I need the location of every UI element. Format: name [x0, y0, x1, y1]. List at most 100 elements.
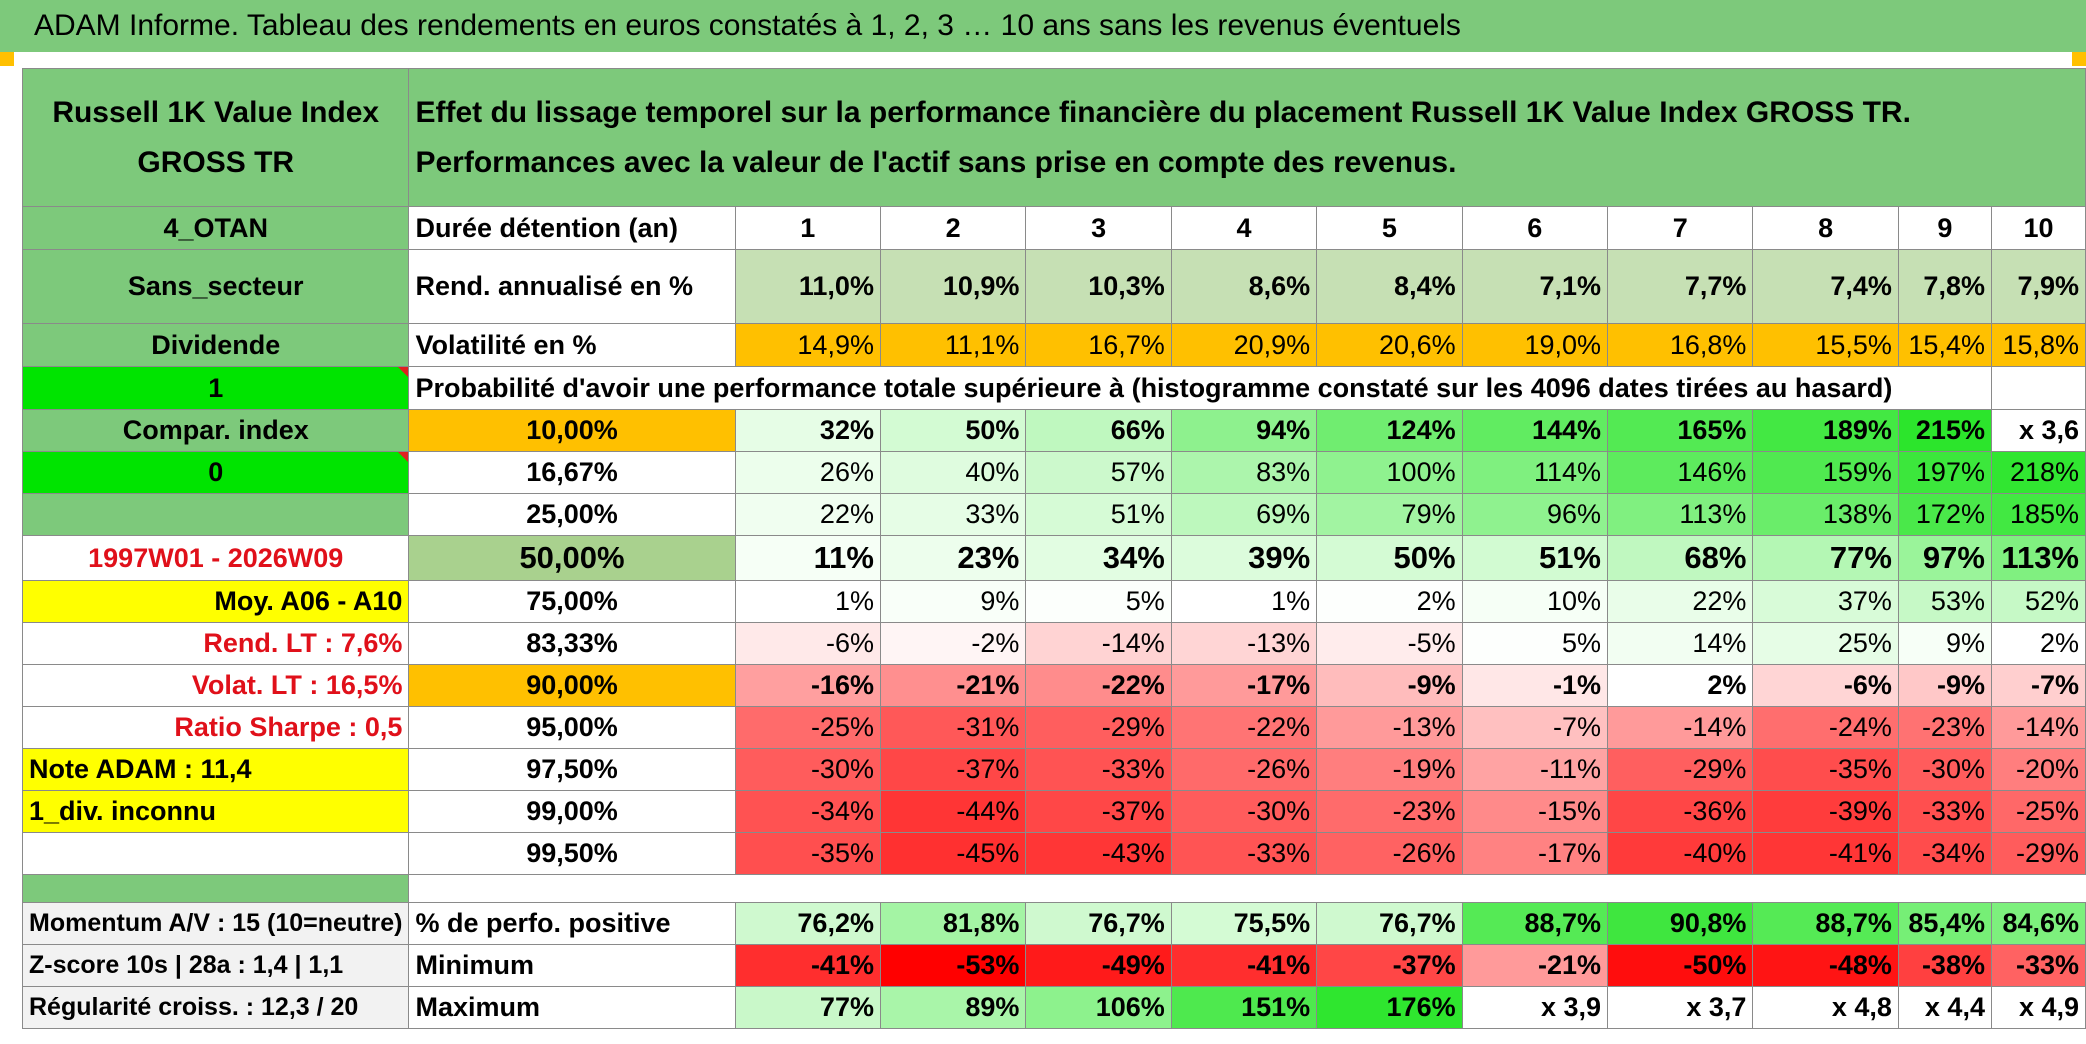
min-value: -48% [1752, 944, 1899, 987]
performance-value: 66% [1025, 409, 1172, 452]
pos-value: 90,8% [1606, 902, 1754, 945]
table-description: Effet du lissage temporel sur la perform… [408, 68, 2086, 207]
empty-cell [21, 493, 410, 536]
performance-value: 218% [1990, 451, 2086, 494]
metric-label: % de perfo. positive [408, 902, 736, 945]
performance-value: -9% [1897, 664, 1992, 707]
performance-table: Russell 1K Value Index GROSS TR Effet du… [21, 68, 2086, 1029]
performance-value: -23% [1316, 790, 1463, 833]
performance-value: 10% [1461, 580, 1609, 623]
performance-value: x 3,6 [1990, 409, 2086, 452]
table-row: 99,50% -35% -45% -43% -33% -26% -17% -40% -41% -3… [21, 832, 2086, 875]
corner-marker-tr [2072, 52, 2086, 66]
performance-value: 100% [1316, 451, 1463, 494]
rend-value: 8,4% [1316, 249, 1463, 324]
performance-value: 215% [1897, 409, 1992, 452]
max-value: x 3,9 [1461, 986, 1609, 1029]
table-row: Momentum A/V : 15 (10=neutre)% de perfo.… [21, 902, 2086, 945]
compar-index-label: Compar. index [21, 409, 410, 452]
performance-value: 57% [1025, 451, 1172, 494]
performance-value: -24% [1752, 706, 1899, 749]
performance-value: -33% [1025, 748, 1172, 791]
performance-value: -23% [1897, 706, 1992, 749]
performance-value: 2% [1990, 622, 2086, 665]
performance-value: -20% [1990, 748, 2086, 791]
report-title: ADAM Informe. Tableau des rendements en … [0, 0, 2086, 52]
performance-value: -26% [1316, 832, 1463, 875]
table-row: 25,00% 22% 33% 51% 69% 79% 96% 113% 138% 172% 185% [21, 493, 2086, 536]
performance-value: -40% [1606, 832, 1754, 875]
max-value: 176% [1316, 986, 1463, 1029]
vol-value: 16,7% [1025, 323, 1172, 367]
min-value: -41% [734, 944, 881, 987]
performance-value: 94% [1170, 409, 1318, 452]
pos-value: 88,7% [1752, 902, 1899, 945]
pos-value: 76,7% [1025, 902, 1172, 945]
rend-value: 7,4% [1752, 249, 1899, 324]
performance-value: 165% [1606, 409, 1754, 452]
performance-value: -45% [879, 832, 1027, 875]
probability-threshold: 99,50% [408, 832, 736, 875]
max-value: x 4,8 [1752, 986, 1899, 1029]
pos-value: 76,7% [1316, 902, 1463, 945]
performance-value: 1% [1170, 580, 1318, 623]
stat-label: Momentum A/V : 15 (10=neutre) [21, 902, 410, 945]
performance-value: -34% [1897, 832, 1992, 875]
performance-value: -37% [879, 748, 1027, 791]
table-row: Volat. LT : 16,5% 90,00% -16% -21% -22% -17% -… [21, 664, 2086, 707]
duration-label: Durée détention (an) [408, 206, 736, 250]
table-row: Régularité croiss. : 12,3 / 20 Maximum 77%… [21, 986, 2086, 1029]
probability-threshold: 99,00% [408, 790, 736, 833]
min-value: -50% [1606, 944, 1754, 987]
min-value: -21% [1461, 944, 1609, 987]
table-row: Compar. index 10,00% 32% 50% 66% 94% 124% 144% 1… [21, 409, 2086, 452]
value-zero: 0 [21, 451, 410, 494]
max-value: 106% [1025, 986, 1172, 1029]
performance-value: 124% [1316, 409, 1463, 452]
performance-value: -7% [1990, 664, 2086, 707]
performance-value: -14% [1025, 622, 1172, 665]
rend-value: 7,8% [1897, 249, 1992, 324]
performance-value: 22% [734, 493, 881, 536]
dividend-label: Dividende [21, 323, 410, 367]
code-label: 4_OTAN [21, 206, 410, 250]
performance-value: -30% [1897, 748, 1992, 791]
empty-cell [1898, 366, 1992, 410]
probability-label: Probabilité d'avoir une performance tota… [408, 366, 1899, 410]
min-value: -49% [1025, 944, 1172, 987]
min-value: -53% [879, 944, 1027, 987]
performance-value: -14% [1990, 706, 2086, 749]
performance-value: -29% [1606, 748, 1754, 791]
performance-value: 146% [1606, 451, 1754, 494]
performance-value: 9% [1897, 622, 1992, 665]
rend-value: 10,9% [879, 249, 1027, 324]
year-header: 7 [1606, 206, 1754, 250]
performance-value: 5% [1025, 580, 1172, 623]
sector-label: Sans_secteur [21, 249, 410, 324]
vol-value: 20,9% [1170, 323, 1318, 367]
performance-value: 39% [1170, 535, 1318, 581]
performance-value: -7% [1461, 706, 1609, 749]
performance-value: 96% [1461, 493, 1609, 536]
year-header: 1 [734, 206, 881, 250]
probability-threshold: 10,00% [408, 409, 736, 452]
rend-value: 7,7% [1606, 249, 1754, 324]
performance-value: 189% [1752, 409, 1899, 452]
performance-value: 113% [1990, 535, 2086, 581]
table-row: 1_div. inconnu 99,00% -34% -44% -37% -30% -23%… [21, 790, 2086, 833]
pos-value: 85,4% [1897, 902, 1992, 945]
min-value: -41% [1170, 944, 1318, 987]
max-value: x 3,7 [1606, 986, 1754, 1029]
div-label: 1_div. inconnu [21, 790, 410, 833]
vol-value: 16,8% [1606, 323, 1754, 367]
max-value: 77% [734, 986, 881, 1029]
performance-value: -37% [1025, 790, 1172, 833]
performance-value: -17% [1170, 664, 1318, 707]
pos-value: 81,8% [879, 902, 1027, 945]
performance-value: -29% [1025, 706, 1172, 749]
pos-value: 76,2% [734, 902, 881, 945]
performance-value: -35% [734, 832, 881, 875]
performance-value: -6% [734, 622, 881, 665]
table-row: Ratio Sharpe : 0,5 95,00% -25% -31% -29% -22%… [21, 706, 2086, 749]
performance-value: 34% [1025, 535, 1172, 581]
